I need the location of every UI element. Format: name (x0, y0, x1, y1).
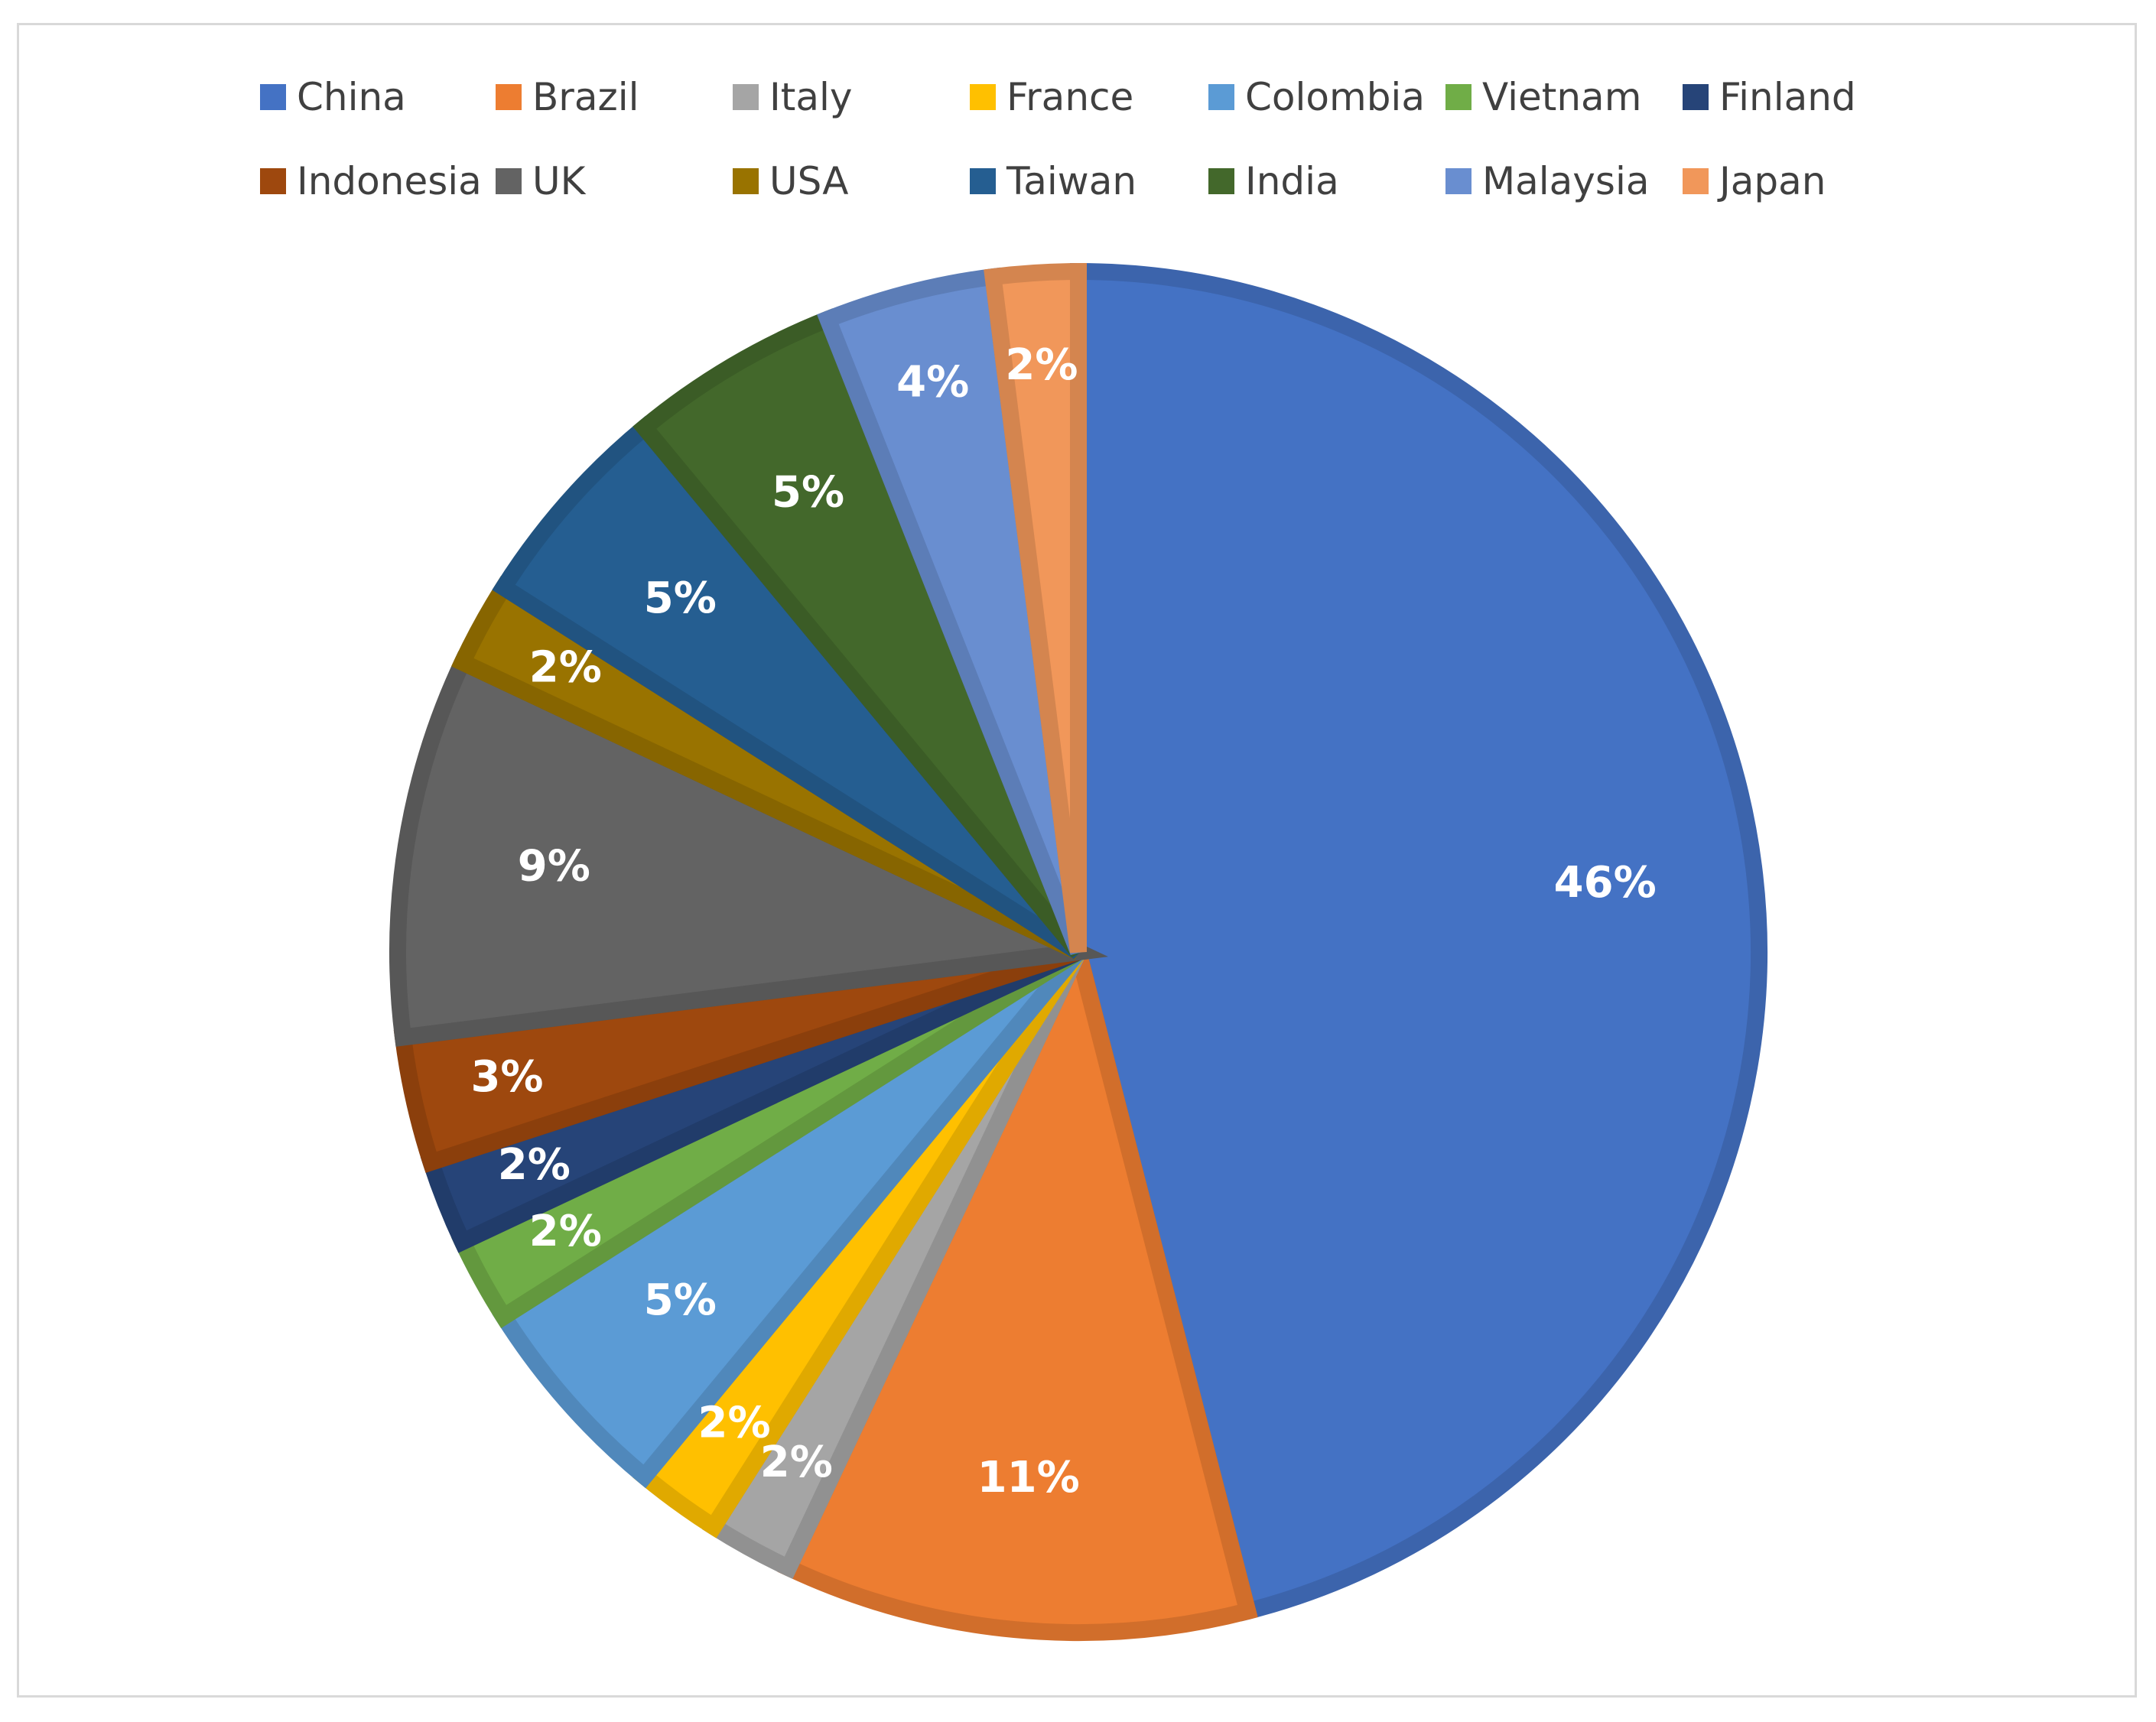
legend-label: Colombia (1245, 75, 1425, 119)
slice-data-label: 2% (1005, 340, 1078, 390)
pie-slice-colombia (492, 944, 1085, 1489)
legend-item-usa: USA (733, 154, 848, 208)
pie-slice-china (1070, 262, 1767, 1622)
legend-item-france: France (970, 70, 1133, 124)
slice-data-label: 2% (529, 1207, 602, 1256)
legend-swatch (970, 168, 996, 194)
pie-slice-japan (984, 262, 1087, 954)
legend-swatch (733, 168, 759, 194)
legend-label: Finland (1719, 75, 1856, 119)
legend-label: Taiwan (1006, 159, 1137, 203)
legend-item-china: China (260, 70, 406, 124)
slice-data-label: 2% (698, 1398, 771, 1447)
legend-item-finland: Finland (1683, 70, 1856, 124)
legend-label: Brazil (532, 75, 639, 119)
legend-label: Indonesia (297, 159, 482, 203)
legend-label: China (297, 75, 406, 119)
legend-item-italy: Italy (733, 70, 852, 124)
slice-data-label: 9% (518, 842, 590, 892)
legend-label: Japan (1719, 159, 1826, 203)
legend-swatch (496, 84, 522, 110)
slice-data-label: 2% (498, 1140, 571, 1190)
legend-item-indonesia: Indonesia (260, 154, 482, 208)
legend-item-uk: UK (496, 154, 585, 208)
legend-swatch (970, 84, 996, 110)
legend-label: USA (769, 159, 849, 203)
legend-swatch (260, 168, 286, 194)
pie-slice-india (632, 308, 1087, 958)
legend-swatch (1445, 84, 1471, 110)
pie-slice-taiwan (492, 415, 1085, 960)
legend-item-brazil: Brazil (496, 70, 639, 124)
legend-swatch (496, 168, 522, 194)
slice-data-label: 4% (896, 358, 969, 408)
legend-swatch (1683, 84, 1709, 110)
slice-data-label: 11% (977, 1453, 1080, 1503)
legend-label: India (1245, 159, 1339, 203)
pie-slice-brazil (777, 927, 1258, 1641)
legend-label: Italy (769, 75, 853, 119)
legend-item-india: India (1208, 154, 1339, 208)
legend-swatch (1208, 168, 1234, 194)
legend-item-colombia: Colombia (1208, 70, 1425, 124)
legend-swatch (1683, 168, 1709, 194)
legend-swatch (1208, 84, 1234, 110)
legend-label: France (1006, 75, 1134, 119)
legend-item-malaysia: Malaysia (1445, 154, 1649, 208)
legend-swatch (260, 84, 286, 110)
legend-label: Vietnam (1482, 75, 1642, 119)
slice-data-label: 46% (1554, 858, 1657, 908)
legend-label: Malaysia (1482, 159, 1650, 203)
slice-data-label: 5% (772, 468, 844, 518)
slice-data-label: 3% (470, 1052, 543, 1102)
slice-data-label: 2% (760, 1438, 833, 1487)
legend-swatch (1445, 168, 1471, 194)
legend-item-vietnam: Vietnam (1445, 70, 1641, 124)
slice-data-label: 2% (529, 642, 602, 692)
legend-swatch (733, 84, 759, 110)
slice-data-label: 5% (644, 1275, 717, 1325)
slice-data-label: 5% (644, 573, 717, 623)
legend-item-taiwan: Taiwan (970, 154, 1137, 208)
pie-slice-uk (389, 651, 1108, 1047)
legend-label: UK (532, 159, 586, 203)
chart-legend: China Brazil Italy France Colombia Vietnam Fin… (0, 0, 2156, 229)
legend-item-japan: Japan (1683, 154, 1826, 208)
